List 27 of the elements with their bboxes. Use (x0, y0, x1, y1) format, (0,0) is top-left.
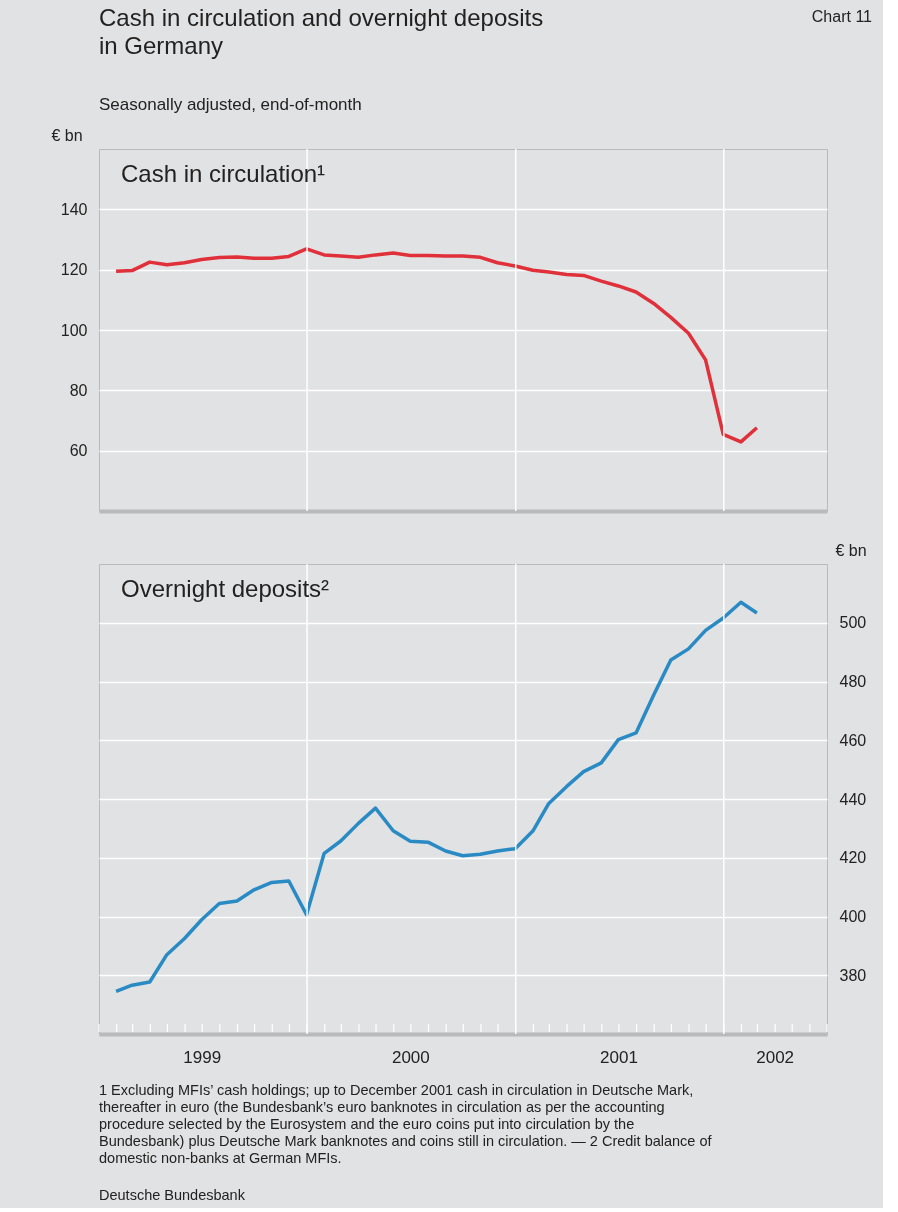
y-tick-label: 140 (60, 200, 88, 218)
chart-subtitle: Seasonally adjusted, end-of-month (99, 95, 362, 114)
line-series (114, 600, 759, 994)
line-series (114, 247, 759, 444)
caption: Chart 11 (811, 8, 873, 25)
x-tick-label: 2001 (600, 1048, 638, 1067)
y-tick-label: 120 (60, 261, 88, 279)
y-tick-label: 460 (839, 731, 867, 749)
y-axis-title: € bn (51, 126, 83, 144)
text: Deutsche Bundesbank (99, 1187, 246, 1203)
y-axis-title: € bn (835, 541, 867, 559)
y-tick-label: 60 (69, 442, 88, 460)
y-tick-label: 500 (839, 614, 867, 632)
text: Overnight deposits² (121, 575, 330, 602)
chart-title: Cash in circulation and overnight deposits in Germany (99, 4, 544, 59)
y-tick-label: 400 (839, 908, 867, 925)
y-tick-label: 380 (839, 966, 867, 984)
x-tick-label: 1999 (183, 1048, 222, 1067)
text: Cash in circulation¹ (121, 160, 326, 187)
x-tick-label: 2000 (391, 1048, 430, 1067)
y-tick-label: 480 (839, 673, 867, 690)
text: 1 Excluding MFIs’ cash holdings; up to December 2001 cash in circulation in Deutsche Mark, thereafter in euro (the Bundesbank’s euro banknotes in circulation as per the accounting procedure selected by the Eurosystem and the euro coins put into circulation by the Bundesbank) plus Deutsche Mark banknotes and coins still in circulation. — 2 Credit balance of domestic non-banks at German MFIs. (99, 1082, 713, 1166)
x-tick-label: 2002 (756, 1048, 795, 1067)
y-tick-label: 80 (69, 381, 88, 399)
y-tick-label: 100 (60, 321, 88, 339)
y-tick-label: 440 (839, 790, 867, 808)
y-tick-label: 420 (839, 849, 867, 867)
